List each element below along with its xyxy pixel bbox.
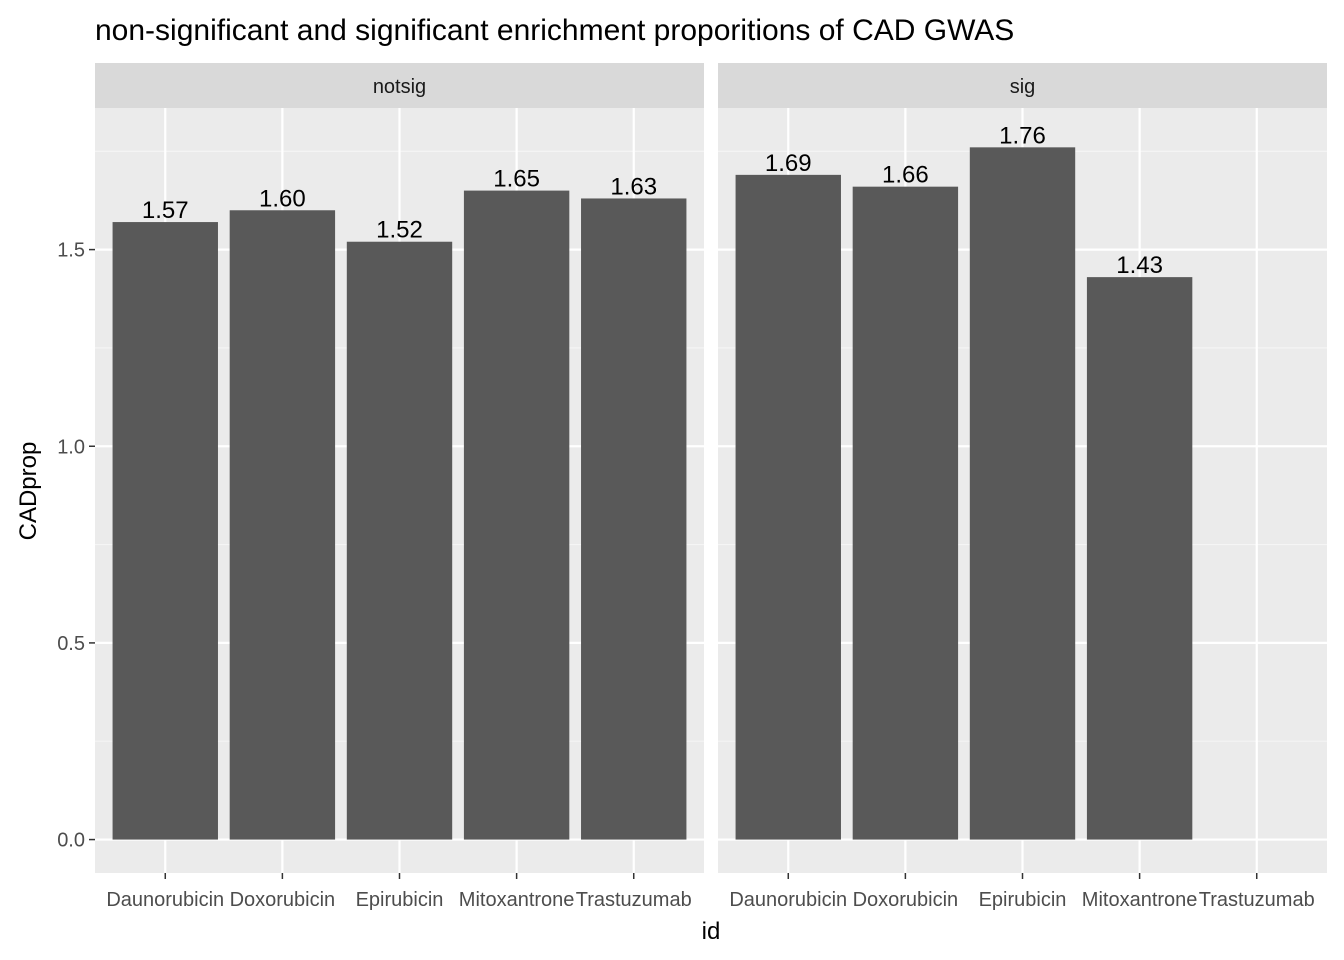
x-tick-label: Mitoxantrone [1082,889,1198,911]
facet-strip [718,63,1327,108]
y-tick-label: 0.0 [57,830,85,852]
facet-strip-label: notsig [373,76,426,98]
bar-value-label: 1.76 [999,122,1046,149]
bar-trastuzumab [581,198,687,840]
bar-epirubicin [346,241,453,840]
y-axis-title: CADprop [15,442,42,541]
x-tick-label: Trastuzumab [576,889,692,911]
x-tick-label: Daunorubicin [729,889,847,911]
y-tick-label: 1.5 [57,240,85,262]
x-tick-label: Doxorubicin [230,889,336,911]
bar-doxorubicin [229,210,336,840]
bar-mitoxantrone [463,190,570,840]
x-axis-title: id [702,918,721,945]
x-tick-label: Trastuzumab [1199,889,1315,911]
facet-sig: sig 1.69 Daunorubicin 1.66 Doxorubicin 1.76 Ep… [718,63,1327,911]
bar-mitoxantrone [1086,277,1193,840]
bar-value-label: 1.43 [1116,252,1163,279]
y-tick-label: 1.0 [57,436,85,458]
bar-value-label: 1.65 [493,166,540,193]
x-tick-label: Epirubicin [356,889,444,911]
bar-daunorubicin [735,174,841,840]
y-axis: 0.0 0.5 1.0 1.5 [57,240,95,852]
x-tick-label: Doxorubicin [853,889,959,911]
bar-value-label: 1.66 [882,162,929,189]
facet-panels: notsig 1.57 Daunorubicin 1.60 Doxorubicin 1.5… [95,63,1327,911]
bar-value-label: 1.63 [610,173,657,200]
bar-value-label: 1.69 [765,150,812,177]
x-tick-label: Epirubicin [979,889,1067,911]
bar-epirubicin [969,147,1076,840]
bar-value-label: 1.52 [376,217,423,244]
bar-value-label: 1.57 [142,197,189,224]
facet-strip [95,63,704,108]
facet-strip-label: sig [1010,76,1036,98]
x-tick-label: Daunorubicin [106,889,224,911]
y-tick-label: 0.5 [57,633,85,655]
bar-value-label: 1.60 [259,185,306,212]
bar-daunorubicin [112,222,218,840]
facet-notsig: notsig 1.57 Daunorubicin 1.60 Doxorubicin 1.5… [95,63,704,911]
chart-title: non-significant and significant enrichme… [95,14,1014,47]
x-tick-label: Mitoxantrone [459,889,575,911]
bar-doxorubicin [852,186,959,840]
